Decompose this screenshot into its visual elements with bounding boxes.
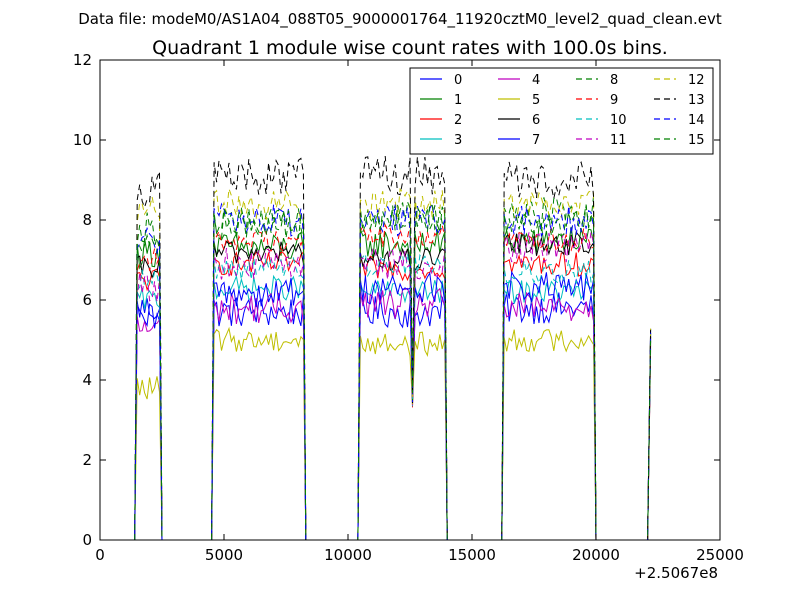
- data-file-label: Data file: modeM0/AS1A04_088T05_90000017…: [78, 10, 722, 29]
- x-tick-label: 0: [95, 546, 105, 564]
- y-tick-label: 4: [82, 371, 92, 389]
- legend-label-5: 5: [532, 93, 540, 108]
- series-line-7: [134, 270, 652, 541]
- x-offset-label: +2.5067e8: [634, 564, 718, 582]
- x-tick-label: 10000: [324, 546, 372, 564]
- y-tick-label: 6: [82, 291, 92, 309]
- legend-label-0: 0: [454, 73, 462, 88]
- series-line-8: [134, 196, 652, 541]
- series-line-14: [134, 202, 652, 541]
- x-tick-label: 15000: [448, 546, 496, 564]
- y-tick-label: 10: [73, 131, 92, 149]
- series-line-9: [134, 223, 652, 541]
- series-line-15: [134, 203, 652, 541]
- y-tick-label: 0: [82, 531, 92, 549]
- legend-label-7: 7: [532, 133, 540, 148]
- legend-label-1: 1: [454, 93, 462, 108]
- legend-label-8: 8: [610, 73, 618, 88]
- series-line-10: [134, 252, 652, 541]
- x-axis: 0 5000 10000 15000 20000 25000: [95, 60, 744, 564]
- legend-label-14: 14: [688, 113, 705, 128]
- legend-label-12: 12: [688, 73, 705, 88]
- plot-lines: [134, 156, 652, 541]
- x-tick-label: 20000: [572, 546, 620, 564]
- legend-label-4: 4: [532, 73, 540, 88]
- legend-label-15: 15: [688, 133, 705, 148]
- legend-label-10: 10: [610, 113, 627, 128]
- legend-label-3: 3: [454, 133, 462, 148]
- y-tick-label: 8: [82, 211, 92, 229]
- legend-frame: [409, 67, 714, 155]
- legend-label-11: 11: [610, 133, 627, 148]
- y-tick-label: 2: [82, 451, 92, 469]
- x-tick-label: 5000: [205, 546, 243, 564]
- series-line-3: [134, 274, 652, 541]
- legend-label-13: 13: [688, 93, 705, 108]
- series-line-5: [134, 326, 652, 541]
- legend-label-2: 2: [454, 113, 462, 128]
- chart-title: Quadrant 1 module wise count rates with …: [152, 37, 668, 59]
- x-tick-label: 25000: [696, 546, 744, 564]
- series-line-12: [134, 187, 652, 541]
- legend-label-6: 6: [532, 113, 540, 128]
- legend-label-9: 9: [610, 93, 618, 108]
- series-line-13: [134, 156, 652, 541]
- series-line-4: [134, 287, 652, 541]
- y-tick-label: 12: [73, 51, 92, 69]
